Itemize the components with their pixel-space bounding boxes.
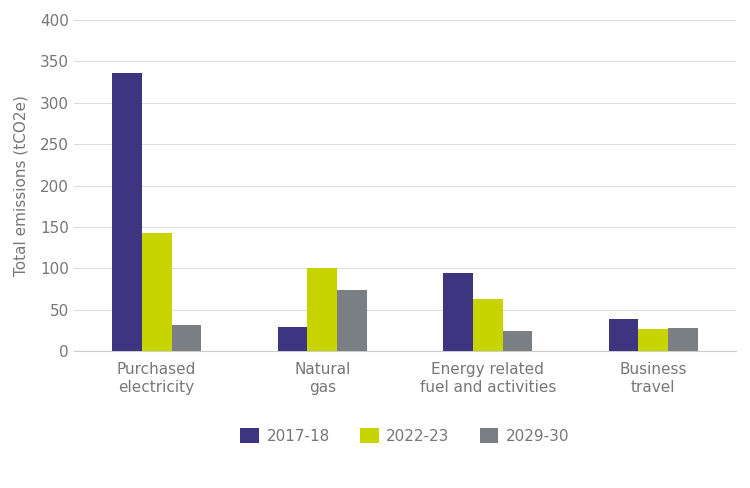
Bar — [443, 273, 472, 351]
Bar — [278, 327, 308, 351]
Bar — [503, 331, 532, 351]
Bar — [172, 325, 201, 351]
Bar — [337, 290, 367, 351]
Bar — [308, 267, 337, 351]
Bar — [142, 233, 172, 351]
Bar — [472, 299, 502, 351]
Legend: 2017-18, 2022-23, 2029-30: 2017-18, 2022-23, 2029-30 — [234, 422, 576, 450]
Y-axis label: Total emissions (tCO2e): Total emissions (tCO2e) — [14, 95, 29, 276]
Bar — [112, 73, 142, 351]
Bar — [609, 319, 638, 351]
Bar — [668, 327, 698, 351]
Bar — [638, 329, 668, 351]
